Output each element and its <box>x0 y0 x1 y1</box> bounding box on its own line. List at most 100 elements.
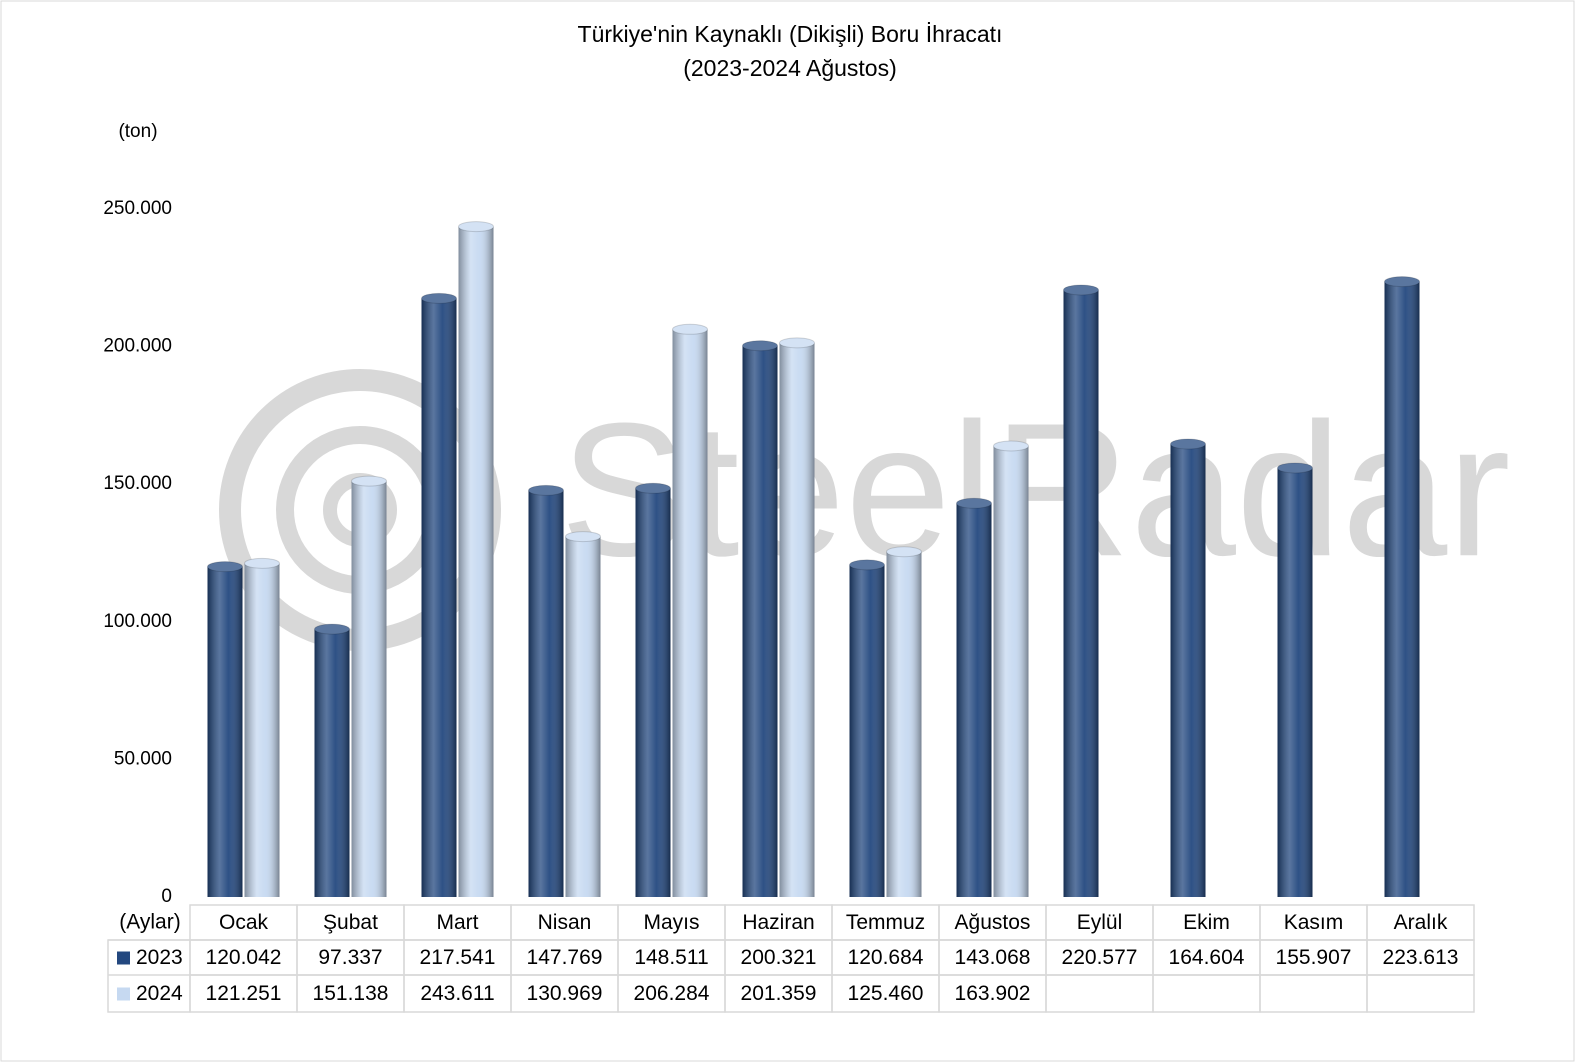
bar-shade <box>314 629 350 897</box>
bar-shade <box>779 342 815 897</box>
bar-top-shine <box>993 440 1029 452</box>
bar-shade <box>849 564 885 897</box>
table-cell <box>1259 974 1368 1013</box>
bar <box>565 531 601 897</box>
bar <box>421 292 457 898</box>
bar-top-shine <box>1063 284 1099 296</box>
bar-shade <box>956 503 992 897</box>
bar-top-shine <box>458 221 494 233</box>
bar-top <box>1384 276 1420 287</box>
table-value: 143.068 <box>955 946 1031 969</box>
table-value: 130.969 <box>527 982 603 1005</box>
table-value: 121.251 <box>206 982 282 1005</box>
table-value: 164.604 <box>1169 946 1245 969</box>
legend-swatch <box>117 951 130 965</box>
bar <box>244 557 280 897</box>
bar <box>1170 438 1206 897</box>
bar-shade <box>458 226 494 898</box>
table-value: 97.337 <box>318 946 382 969</box>
bar-top <box>458 221 494 232</box>
bar-top <box>1277 462 1313 473</box>
bar-top <box>351 476 387 487</box>
table-value: 155.907 <box>1276 946 1352 969</box>
bar-shade <box>1277 467 1313 897</box>
x-tick-label: Temmuz <box>846 911 925 934</box>
bar-shade <box>635 488 671 897</box>
y-tick-label: 0 <box>161 886 172 907</box>
bar <box>207 561 243 897</box>
y-tick-label: 50.000 <box>114 748 172 769</box>
bar-shade <box>244 563 280 897</box>
bar <box>351 475 387 897</box>
bar <box>458 221 494 898</box>
bar-top-shine <box>886 546 922 558</box>
bar-top-shine <box>672 323 708 335</box>
y-tick-label: 150.000 <box>103 473 172 494</box>
bar <box>849 559 885 897</box>
legend-label: 2024 <box>136 982 183 1005</box>
x-tick-label: Haziran <box>742 911 814 934</box>
bar-top <box>672 324 708 335</box>
bar-top-shine <box>742 340 778 352</box>
x-tick-label: Ağustos <box>955 911 1031 934</box>
bar-top <box>956 498 992 509</box>
x-tick-label: Nisan <box>538 911 592 934</box>
bar-top <box>528 485 564 496</box>
chart-title: Türkiye'nin Kaynaklı (Dikişli) Boru İhra… <box>578 21 1003 47</box>
bar-shade <box>886 551 922 897</box>
bar-top-shine <box>956 497 992 509</box>
table-value: 125.460 <box>848 982 924 1005</box>
table-value: 217.541 <box>420 946 496 969</box>
bar <box>314 623 350 897</box>
table-value: 201.359 <box>741 982 817 1005</box>
y-tick-label: 200.000 <box>103 336 172 357</box>
bar-shade <box>672 329 708 898</box>
x-tick-label: Ekim <box>1183 911 1230 934</box>
bar-top-shine <box>1277 462 1313 474</box>
table-value: 243.611 <box>420 982 494 1005</box>
bar <box>993 440 1029 897</box>
x-tick-label: Aralık <box>1394 911 1448 934</box>
bar-top <box>565 531 601 542</box>
bar <box>886 546 922 897</box>
watermark: SteelRadar <box>560 384 1511 596</box>
table-value: 206.284 <box>634 982 710 1005</box>
bar-shade <box>1063 289 1099 897</box>
bar-shade <box>742 345 778 897</box>
x-tick-label: Kasım <box>1284 911 1344 934</box>
table-cell <box>1152 974 1261 1013</box>
chart-subtitle: (2023-2024 Ağustos) <box>683 55 897 81</box>
bar-top <box>244 558 280 569</box>
table-value: 200.321 <box>741 946 817 969</box>
bar-shade <box>1170 444 1206 897</box>
bar <box>742 340 778 897</box>
bar-top <box>314 624 350 635</box>
bar-top-shine <box>207 561 243 573</box>
bar-shade <box>565 536 601 897</box>
bar <box>779 337 815 897</box>
table-value: 120.684 <box>848 946 924 969</box>
bar-top-shine <box>1170 438 1206 450</box>
bar-top <box>993 440 1029 451</box>
bar-shade <box>421 298 457 898</box>
bar-top <box>886 546 922 557</box>
bar <box>635 482 671 897</box>
bar-top-shine <box>565 531 601 543</box>
y-tick-label: 100.000 <box>103 611 172 632</box>
bar-top <box>635 483 671 494</box>
x-axis-label: (Aylar) <box>119 911 180 934</box>
bar <box>528 484 564 897</box>
bar-top-shine <box>351 475 387 487</box>
bar-top-shine <box>849 559 885 571</box>
bar-top-shine <box>635 482 671 494</box>
bar-top <box>421 293 457 304</box>
bar-top-shine <box>314 623 350 635</box>
bar-shade <box>351 481 387 897</box>
bar-shade <box>1384 281 1420 897</box>
x-tick-label: Şubat <box>323 911 378 934</box>
bar-top-shine <box>779 337 815 349</box>
y-tick-label: 250.000 <box>103 198 172 219</box>
table-value: 163.902 <box>955 982 1031 1005</box>
